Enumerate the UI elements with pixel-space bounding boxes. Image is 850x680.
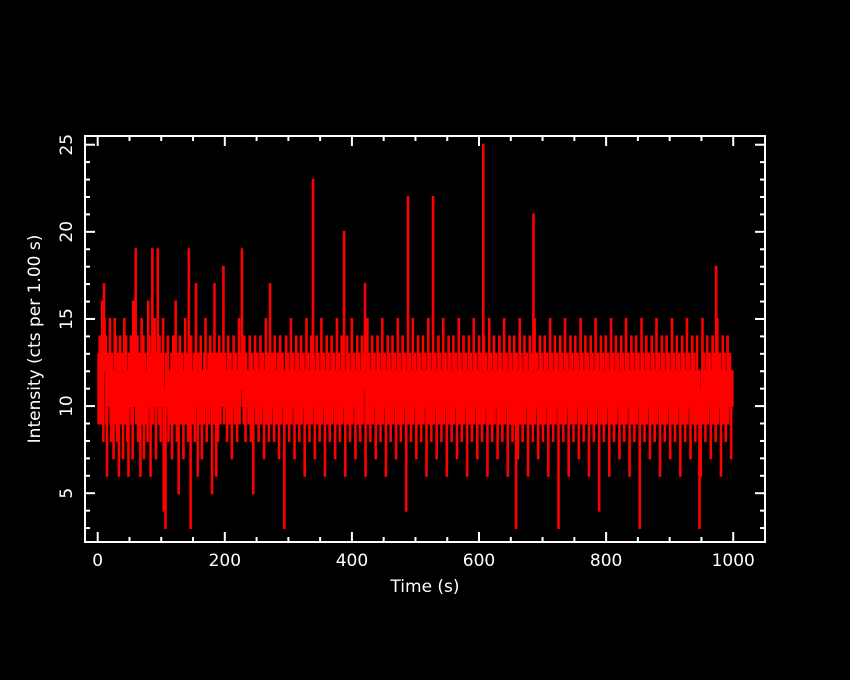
y-tick-label: 25 [57,134,77,156]
y-tick-label: 20 [57,221,77,243]
x-axis-label: Time (s) [389,577,459,597]
series-layer [97,143,734,530]
x-tick-label: 0 [92,551,103,571]
y-tick-label: 15 [57,308,77,330]
y-tick-label: 5 [57,488,77,499]
x-tick-label: 600 [463,551,495,571]
x-tick-label: 400 [336,551,368,571]
y-axis-label: Intensity (cts per 1.00 s) [25,235,45,444]
tick-layer [85,136,765,542]
x-tick-label: 200 [209,551,241,571]
x-tick-label: 800 [590,551,622,571]
series-line-1 [97,143,734,530]
tick-label-layer: 0 200 400 600 800 1000 5 10 15 20 25 [57,134,755,571]
plot-frame [84,135,766,543]
y-tick-label: 10 [57,395,77,417]
x-tick-label: 1000 [712,551,755,571]
